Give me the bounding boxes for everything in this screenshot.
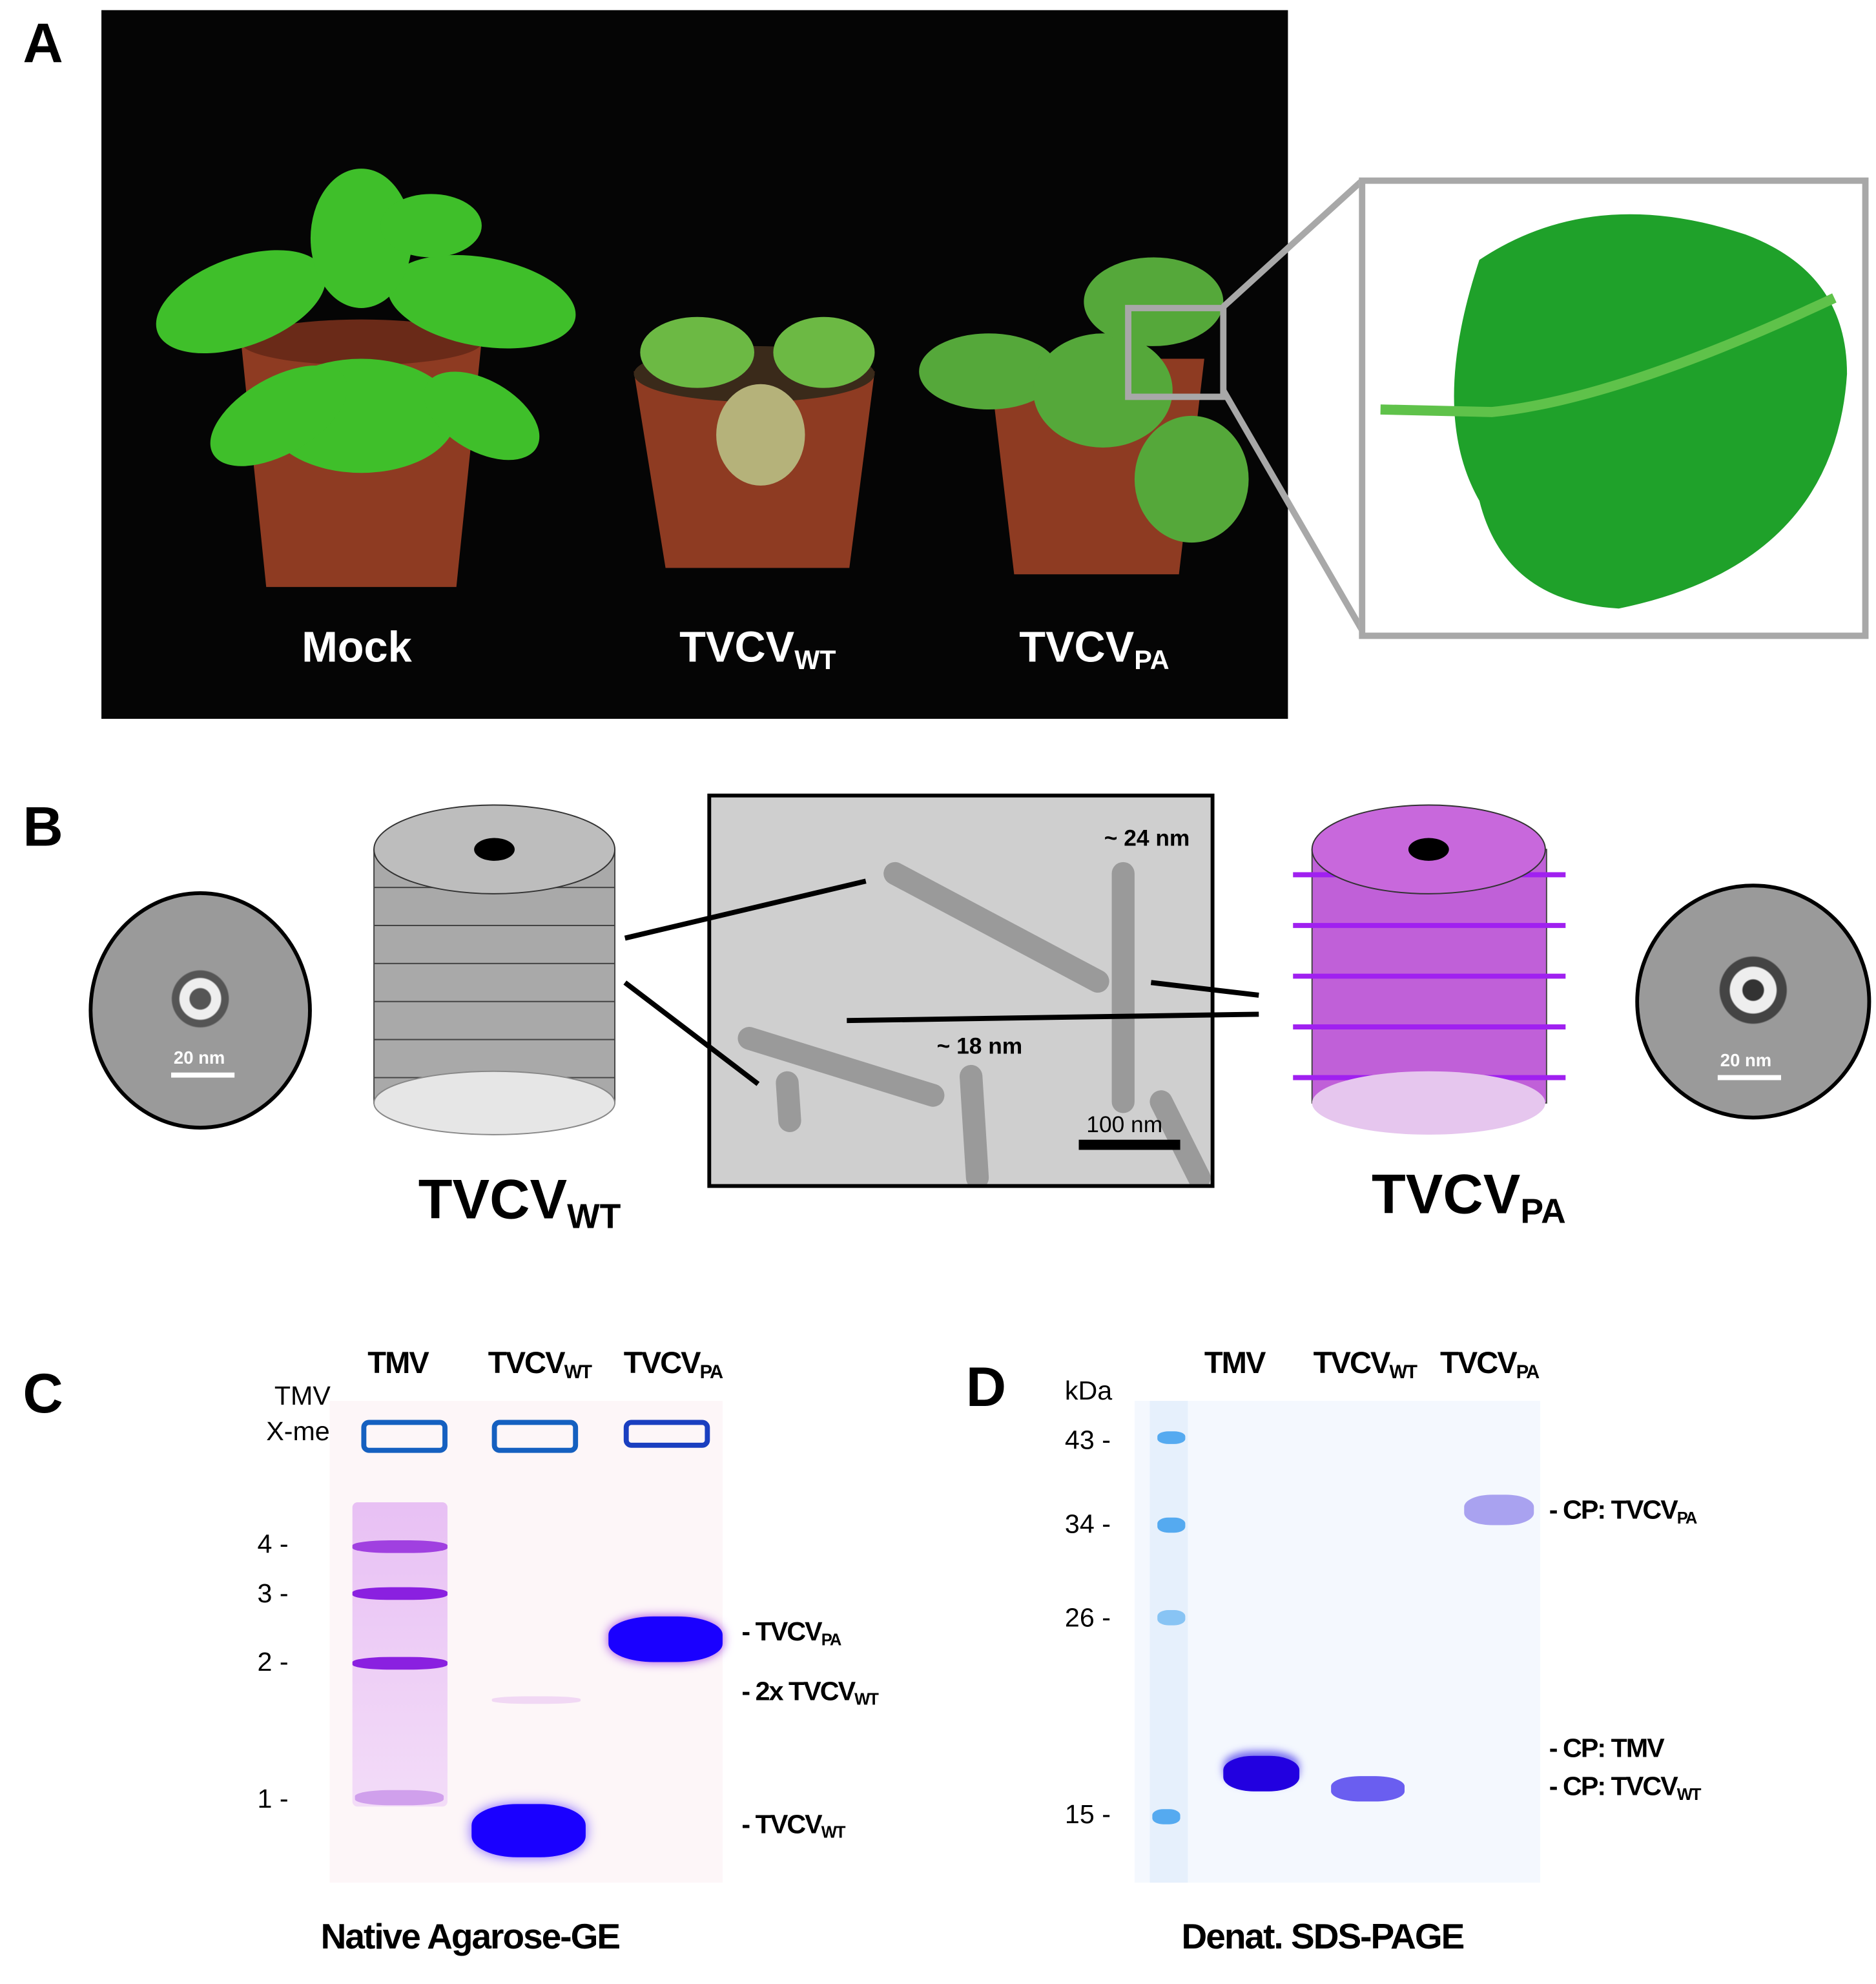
band-cp-tmv	[1223, 1755, 1300, 1792]
marker-26: 26 -	[1064, 1604, 1111, 1633]
panel-label-b: B	[23, 796, 63, 858]
ladder-smear	[352, 1502, 448, 1807]
scale-label-left: 20 nm	[173, 1047, 225, 1068]
unit-kda: kDa	[1064, 1376, 1113, 1406]
band-cp-tvcv-pa	[1464, 1494, 1534, 1525]
ladder-43	[1157, 1431, 1186, 1444]
lane-d-tvcv-pa: TVCVPA	[1439, 1346, 1540, 1383]
ladder-34	[1157, 1517, 1186, 1533]
band-label-tvcv-pa: - TVCVPA	[741, 1617, 841, 1649]
tem-micrograph: ~ 24 nm ~ 18 nm 100 nm	[707, 793, 1215, 1190]
arrows	[623, 878, 1259, 1086]
band-2x-tvcv-wt	[491, 1696, 581, 1704]
well	[361, 1420, 448, 1453]
band-label-cp-tvcv-wt: - CP: TVCVWT	[1549, 1772, 1702, 1804]
marker-4: 4 -	[257, 1530, 289, 1560]
band-3mer	[352, 1587, 448, 1600]
band-label-tvcv-wt: - TVCVWT	[741, 1810, 845, 1842]
lane-c-tvcv-wt: TVCVWT	[488, 1346, 592, 1383]
tvcv-pa-plant	[919, 257, 1249, 575]
label-tvcv-pa-model: TVCVPA	[1371, 1164, 1566, 1231]
tem-pa-cross-section: 20 nm	[1635, 884, 1871, 1120]
band-label-cp-tmv: - CP: TMV	[1549, 1734, 1665, 1764]
band-4mer	[352, 1540, 448, 1553]
band-label-2x-tvcv-wt: - 2x TVCVWT	[741, 1677, 879, 1709]
plants-illustration	[156, 169, 1249, 587]
marker-3: 3 -	[257, 1579, 289, 1609]
leaf-closeup	[1359, 177, 1869, 639]
plant-photo: Mock TVCVWT TVCVPA	[101, 10, 1288, 719]
leaf-icon	[1380, 214, 1848, 609]
virus-rods	[737, 862, 1211, 1190]
band-1mer	[355, 1790, 444, 1806]
lane-c-tvcv-pa: TVCVPA	[623, 1346, 723, 1383]
marker-title: TMV X-mer	[266, 1381, 339, 1447]
panel-label-c: C	[23, 1363, 63, 1425]
marker-1: 1 -	[257, 1784, 289, 1815]
lane-c-tmv: TMV	[367, 1346, 429, 1381]
zoom-connector	[1221, 178, 1366, 634]
panel-label-a: A	[23, 12, 63, 75]
tvcv-pa-model	[1293, 804, 1566, 1135]
mock-plant	[156, 169, 576, 587]
band-cp-tvcv-wt	[1331, 1776, 1405, 1802]
marker-43: 43 -	[1064, 1426, 1111, 1456]
label-mock: Mock	[302, 623, 412, 672]
well	[491, 1420, 579, 1453]
gel-c-title: Native Agarose-GE	[320, 1917, 621, 1956]
well	[623, 1420, 710, 1448]
lane-d-tmv: TMV	[1204, 1346, 1266, 1381]
tem-18nm-label: ~ 18 nm	[936, 1033, 1023, 1059]
ladder-lane	[1149, 1401, 1188, 1883]
band-tvcv-pa	[608, 1616, 723, 1662]
tvcv-wt-model	[373, 804, 616, 1135]
ladder-15	[1152, 1809, 1180, 1824]
label-tvcv-pa: TVCVPA	[1019, 623, 1170, 676]
tem-wt-cross-section: 20 nm	[88, 891, 312, 1130]
band-label-cp-tvcv-pa: - CP: TVCVPA	[1549, 1496, 1698, 1527]
scale-label-right: 20 nm	[1720, 1049, 1772, 1070]
band-2mer	[352, 1657, 448, 1670]
tem-24nm-label: ~ 24 nm	[1104, 825, 1190, 851]
agarose-gel	[329, 1401, 723, 1883]
marker-34: 34 -	[1064, 1509, 1111, 1540]
label-tvcv-wt-model: TVCVWT	[418, 1168, 621, 1236]
tem-scale-label: 100 nm	[1086, 1111, 1163, 1137]
panel-label-d: D	[965, 1356, 1007, 1419]
sds-gel	[1134, 1401, 1541, 1883]
ladder-26	[1157, 1610, 1186, 1626]
label-tvcv-wt: TVCVWT	[679, 623, 836, 676]
lane-d-tvcv-wt: TVCVWT	[1313, 1346, 1417, 1383]
marker-15: 15 -	[1064, 1800, 1111, 1830]
gel-d-title: Denat. SDS-PAGE	[1181, 1917, 1465, 1956]
band-tvcv-wt	[471, 1804, 586, 1857]
tvcv-wt-plant	[634, 316, 875, 568]
marker-2: 2 -	[257, 1648, 289, 1678]
